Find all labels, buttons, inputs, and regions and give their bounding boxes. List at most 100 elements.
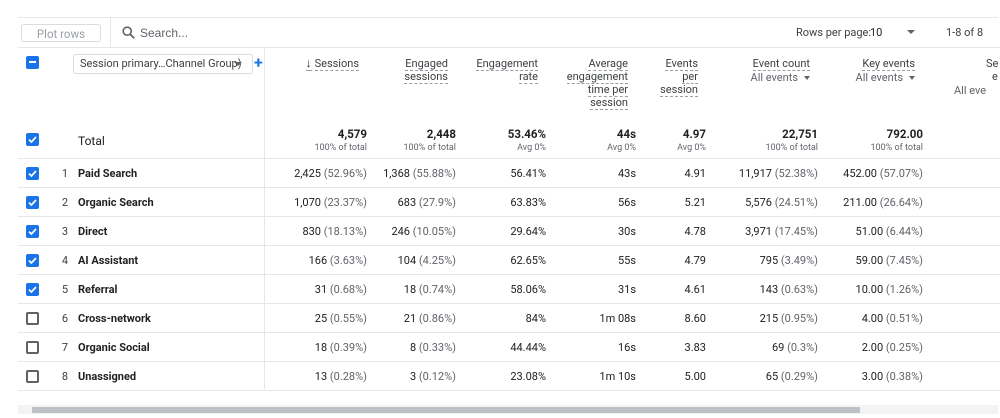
cell-value: 452.00: [843, 167, 877, 180]
row-checkbox[interactable]: [26, 167, 39, 180]
sort-down-icon: ↓: [305, 56, 312, 71]
cell-eng-rate: 23.08%: [510, 370, 546, 383]
chevron-down-icon: [234, 62, 242, 66]
cell-event-count: 69 (0.3%): [772, 341, 818, 354]
row-channel-name: Paid Search: [78, 167, 138, 180]
table-row[interactable]: 3 Direct 830 (18.13%) 246 (10.05%) 29.64…: [18, 217, 1000, 246]
cell-value: 25: [314, 312, 328, 325]
cell-sessions: 1,070 (23.37%): [294, 196, 367, 209]
col-label-line: Event count: [752, 57, 810, 71]
col-events-per-session[interactable]: Events per session: [660, 57, 698, 97]
cell-pct: (0.55%): [329, 312, 367, 325]
cell-avg-time: 56s: [617, 196, 636, 209]
col-truncated[interactable]: Se e All eve: [954, 57, 998, 97]
horizontal-scrollbar[interactable]: [18, 405, 998, 414]
row-checkbox[interactable]: [26, 225, 39, 238]
row-number: 3: [61, 225, 68, 238]
row-channel-name: Organic Search: [78, 196, 154, 209]
col-label-line: sessions: [404, 70, 448, 84]
dimension-select-label: Session primary…Channel Group): [80, 57, 242, 70]
select-all-checkbox[interactable]: [26, 56, 39, 69]
table-row[interactable]: 1 Paid Search 2,425 (52.96%) 1,368 (55.8…: [18, 159, 1000, 188]
col-engagement-rate[interactable]: Engagement rate: [476, 57, 538, 84]
scrollbar-thumb[interactable]: [32, 407, 860, 413]
cell-value: 3: [409, 370, 417, 383]
col-key-events[interactable]: Key events All events: [856, 57, 915, 84]
cell-sessions: 18 (0.39%): [315, 341, 367, 354]
plot-rows-button[interactable]: Plot rows: [21, 24, 101, 42]
dimension-select[interactable]: Session primary…Channel Group): [73, 54, 253, 74]
col-label-line: Events: [665, 57, 698, 71]
total-checkbox[interactable]: [26, 133, 39, 146]
cell-event-count: 215 (0.95%): [760, 312, 818, 325]
rows-per-page-select[interactable]: 10: [870, 26, 883, 39]
cell-pct: (57.07%): [879, 167, 923, 180]
cell-key-events: 51.00 (6.44%): [856, 225, 923, 238]
cell-value: 3,971: [745, 225, 772, 238]
check-icon: [28, 257, 37, 265]
cell-pct: (3.63%): [329, 254, 367, 267]
row-checkbox[interactable]: [26, 341, 39, 354]
col-filter-label: All eve: [954, 84, 987, 97]
row-checkbox[interactable]: [26, 370, 39, 383]
total-sessions: 4,579 100% of total: [314, 127, 367, 153]
col-event-count[interactable]: Event count All events: [751, 57, 810, 84]
cell-sessions: 25 (0.55%): [315, 312, 367, 325]
row-checkbox[interactable]: [26, 283, 39, 296]
key-event-filter-select[interactable]: All events: [856, 71, 915, 84]
cell-pct: (0.68%): [329, 283, 367, 296]
cell-event-count: 65 (0.29%): [766, 370, 818, 383]
row-number: 7: [61, 341, 68, 354]
cell-pct: (26.64%): [879, 196, 923, 209]
cell-event-count: 143 (0.63%): [760, 283, 818, 296]
cell-engaged: 246 (10.05%): [391, 225, 456, 238]
event-filter-label: All events: [750, 71, 798, 84]
search-input[interactable]: [140, 24, 440, 41]
cell-events-per: 5.21: [684, 196, 706, 209]
total-label: Total: [78, 134, 105, 148]
table-row[interactable]: 8 Unassigned 13 (0.28%) 3 (0.12%) 23.08%…: [18, 362, 1000, 391]
cell-value: 5,576: [745, 196, 772, 209]
plus-icon[interactable]: +: [254, 53, 263, 72]
row-channel-name: Cross-network: [78, 312, 151, 325]
cell-pct: (0.28%): [329, 370, 367, 383]
cell-sessions: 31 (0.68%): [315, 283, 367, 296]
col-avg-engagement-time[interactable]: Average engagement time per session: [566, 57, 628, 110]
total-row: Total 4,579 100% of total 2,448 100% of to…: [18, 118, 1000, 159]
cell-events-per: 5.00: [684, 370, 706, 383]
row-channel-name: AI Assistant: [78, 254, 139, 267]
cell-events-per: 4.61: [684, 283, 706, 296]
cell-pct: (17.45%): [774, 225, 818, 238]
cell-eng-rate: 63.83%: [510, 196, 546, 209]
chevron-down-icon[interactable]: [907, 30, 915, 34]
total-sub: 100% of total: [314, 143, 367, 153]
col-sessions[interactable]: ↓ Sessions: [305, 56, 359, 71]
cell-value: 31: [314, 283, 328, 296]
row-number: 4: [61, 254, 68, 267]
table-row[interactable]: 5 Referral 31 (0.68%) 18 (0.74%) 58.06% …: [18, 275, 1000, 304]
total-sub: 100% of total: [870, 143, 923, 153]
cell-eng-rate: 62.65%: [510, 254, 546, 267]
cell-pct: (0.51%): [885, 312, 923, 325]
table-row[interactable]: 4 AI Assistant 166 (3.63%) 104 (4.25%) 6…: [18, 246, 1000, 275]
col-engaged-sessions[interactable]: Engaged sessions: [404, 57, 448, 84]
total-value: 53.46%: [507, 127, 546, 141]
cell-eng-rate: 44.44%: [510, 341, 546, 354]
table-row[interactable]: 7 Organic Social 18 (0.39%) 8 (0.33%) 44…: [18, 333, 1000, 362]
cell-value: 104: [397, 254, 417, 267]
total-value: 4.97: [682, 127, 706, 141]
cell-engaged: 8 (0.33%): [410, 341, 456, 354]
event-filter-select[interactable]: All events: [751, 71, 810, 84]
column-divider: [264, 48, 265, 389]
table-row[interactable]: 6 Cross-network 25 (0.55%) 21 (0.86%) 84…: [18, 304, 1000, 333]
key-event-filter-label: All events: [855, 71, 903, 84]
row-checkbox[interactable]: [26, 254, 39, 267]
cell-events-per: 4.91: [684, 167, 706, 180]
row-checkbox[interactable]: [26, 196, 39, 209]
cell-value: 2,425: [294, 167, 321, 180]
total-value: 2,448: [426, 127, 456, 141]
cell-value: 830: [302, 225, 321, 238]
row-checkbox[interactable]: [26, 312, 39, 325]
table-row[interactable]: 2 Organic Search 1,070 (23.37%) 683 (27.…: [18, 188, 1000, 217]
cell-value: 246: [391, 225, 410, 238]
